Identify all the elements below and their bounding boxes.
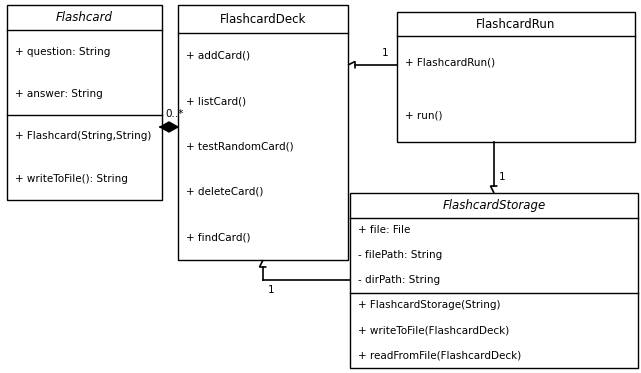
Text: - dirPath: String: - dirPath: String <box>358 275 440 285</box>
Text: + readFromFile(FlashcardDeck): + readFromFile(FlashcardDeck) <box>358 351 521 360</box>
Bar <box>350 193 638 368</box>
Text: + answer: String: + answer: String <box>15 89 103 99</box>
Text: + FlashcardRun(): + FlashcardRun() <box>405 57 495 68</box>
Text: 0..*: 0..* <box>165 109 183 119</box>
Text: + run(): + run() <box>405 110 442 120</box>
Text: FlashcardRun: FlashcardRun <box>476 18 556 31</box>
Text: + writeToFile(): String: + writeToFile(): String <box>15 174 128 184</box>
Text: + listCard(): + listCard() <box>186 96 246 106</box>
Text: 1: 1 <box>382 48 388 58</box>
Text: + deleteCard(): + deleteCard() <box>186 187 263 197</box>
Polygon shape <box>160 122 178 132</box>
Text: - filePath: String: - filePath: String <box>358 250 442 260</box>
Text: 1: 1 <box>499 172 506 182</box>
Text: FlashcardStorage: FlashcardStorage <box>442 199 545 212</box>
Text: + findCard(): + findCard() <box>186 232 251 242</box>
Text: + question: String: + question: String <box>15 47 110 57</box>
Text: FlashcardDeck: FlashcardDeck <box>220 13 306 25</box>
Text: + Flashcard(String,String): + Flashcard(String,String) <box>15 131 151 141</box>
Text: + file: File: + file: File <box>358 225 410 235</box>
Text: 1: 1 <box>268 285 274 295</box>
Text: + writeToFile(FlashcardDeck): + writeToFile(FlashcardDeck) <box>358 325 509 335</box>
Bar <box>397 12 635 142</box>
Bar <box>7 5 162 200</box>
Text: + FlashcardStorage(String): + FlashcardStorage(String) <box>358 300 501 310</box>
Text: Flashcard: Flashcard <box>56 11 113 24</box>
Text: + testRandomCard(): + testRandomCard() <box>186 141 294 151</box>
Text: + addCard(): + addCard() <box>186 51 250 61</box>
Bar <box>178 5 348 260</box>
